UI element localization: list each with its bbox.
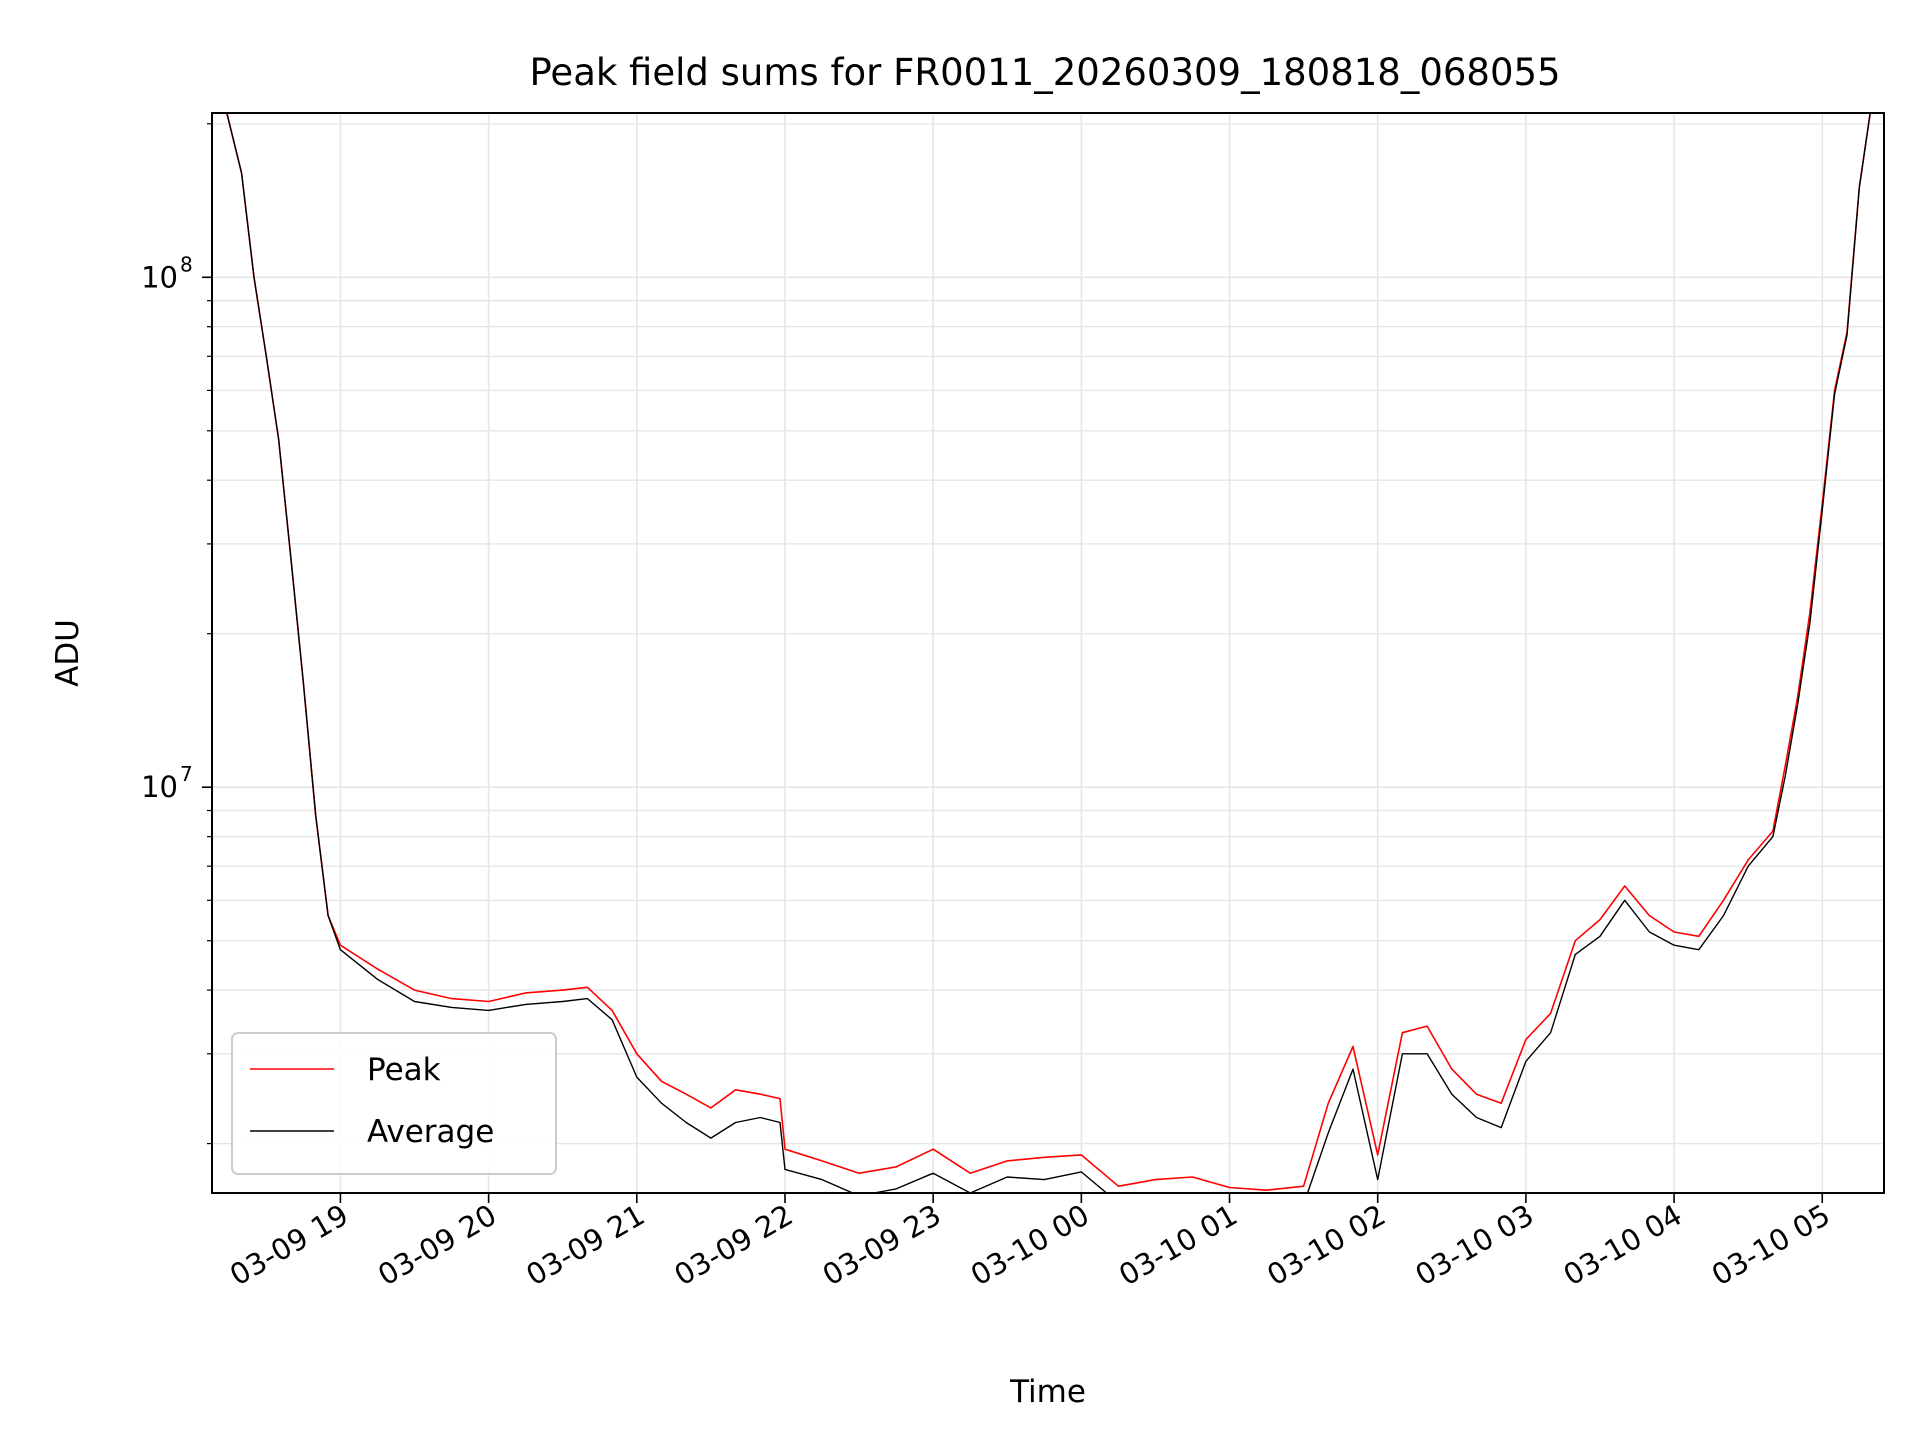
chart-title: Peak field sums for FR0011_20260309_1808… — [529, 51, 1560, 94]
y-tick-label: 10 7 — [141, 762, 193, 804]
series-line-average — [226, 113, 1871, 1193]
x-axis: 03-09 19 03-09 20 03-09 21 03-09 22 03-09 23… — [224, 1193, 1836, 1292]
x-tick-label: 03-09 21 — [520, 1198, 650, 1293]
y-tick-label-base: 10 — [141, 770, 178, 804]
series-line-peak — [226, 113, 1872, 1191]
y-tick-label-base: 10 — [141, 260, 178, 294]
plot-frame — [211, 112, 1885, 1194]
series-layer — [226, 113, 1872, 1193]
x-axis-label: Time — [1009, 1374, 1086, 1410]
x-tick-label: 03-10 00 — [965, 1198, 1095, 1293]
y-tick-label-exponent: 7 — [180, 762, 193, 786]
y-tick-label-exponent: 8 — [180, 252, 193, 276]
legend-label-peak: Peak — [367, 1052, 441, 1088]
x-tick-label: 03-10 01 — [1113, 1198, 1243, 1293]
x-tick-label: 03-09 23 — [817, 1198, 947, 1293]
y-axis-label: ADU — [50, 619, 86, 687]
x-tick-label: 03-10 04 — [1558, 1198, 1688, 1293]
x-tick-label: 03-10 02 — [1261, 1198, 1391, 1293]
legend-label-average: Average — [367, 1114, 494, 1150]
x-tick-label: 03-10 05 — [1706, 1198, 1836, 1293]
y-tick-label: 10 8 — [141, 252, 193, 294]
x-tick-label: 03-09 20 — [372, 1198, 502, 1293]
legend: Peak Average — [231, 1032, 557, 1175]
x-tick-label: 03-09 19 — [224, 1198, 354, 1293]
x-tick-label: 03-10 03 — [1409, 1198, 1539, 1293]
grid — [212, 113, 1884, 1193]
x-tick-label: 03-09 22 — [669, 1198, 799, 1293]
